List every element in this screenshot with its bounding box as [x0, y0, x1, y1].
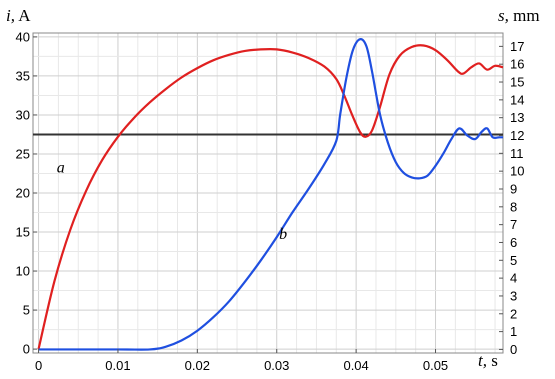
x-tick-label: 0.03	[264, 358, 289, 373]
right-tick-label: 6	[510, 235, 517, 250]
x-axis-title: t, s	[478, 351, 498, 371]
x-tick-label: 0	[35, 358, 42, 373]
series-a-line	[37, 44, 504, 350]
right-tick-label: 2	[510, 306, 517, 321]
x-tick-label: 0.05	[423, 358, 448, 373]
left-tick-label: 10	[16, 264, 30, 279]
right-tick-label: 5	[510, 253, 517, 268]
right-tick-label: 9	[510, 181, 517, 196]
left-tick-label: 20	[16, 186, 30, 201]
x-axis-unit: s	[491, 351, 498, 370]
tick-labels: 0510152025303540012345678910111213141516…	[16, 29, 525, 373]
right-tick-label: 16	[510, 57, 524, 72]
right-tick-label: 13	[510, 110, 524, 125]
left-axis-symbol: i,	[6, 6, 15, 25]
plot-area: ab	[33, 38, 504, 351]
right-tick-label: 4	[510, 271, 517, 286]
left-tick-label: 30	[16, 107, 30, 122]
right-axis-symbol: s,	[498, 6, 509, 25]
left-tick-label: 35	[16, 68, 30, 83]
left-tick-label: 15	[16, 225, 30, 240]
x-tick-label: 0.04	[343, 358, 368, 373]
right-tick-label: 11	[510, 146, 524, 161]
right-tick-label: 14	[510, 92, 524, 107]
right-tick-label: 12	[510, 128, 524, 143]
right-tick-label: 3	[510, 288, 517, 303]
left-axis-unit: A	[18, 6, 31, 25]
right-tick-label: 8	[510, 199, 517, 214]
right-axis-unit: mm	[513, 6, 540, 25]
right-tick-label: 10	[510, 164, 524, 179]
x-tick-label: 0.02	[185, 358, 210, 373]
series-b-label: b	[279, 226, 287, 243]
left-tick-label: 0	[23, 342, 30, 357]
right-tick-label: 1	[510, 324, 517, 339]
series-b-line	[38, 38, 503, 351]
left-tick-label: 5	[23, 303, 30, 318]
grid	[32, 32, 504, 354]
left-tick-label: 40	[16, 29, 30, 44]
right-tick-label: 15	[510, 75, 524, 90]
x-tick-label: 0.01	[105, 358, 130, 373]
series-a-label: a	[57, 160, 65, 177]
right-axis-title: s, mm	[498, 6, 540, 26]
left-tick-label: 25	[16, 146, 30, 161]
left-axis-title: i, A	[6, 6, 31, 26]
x-axis-symbol: t,	[478, 351, 487, 370]
right-tick-label: 17	[510, 39, 524, 54]
right-tick-label: 0	[510, 342, 517, 357]
right-tick-label: 7	[510, 217, 517, 232]
